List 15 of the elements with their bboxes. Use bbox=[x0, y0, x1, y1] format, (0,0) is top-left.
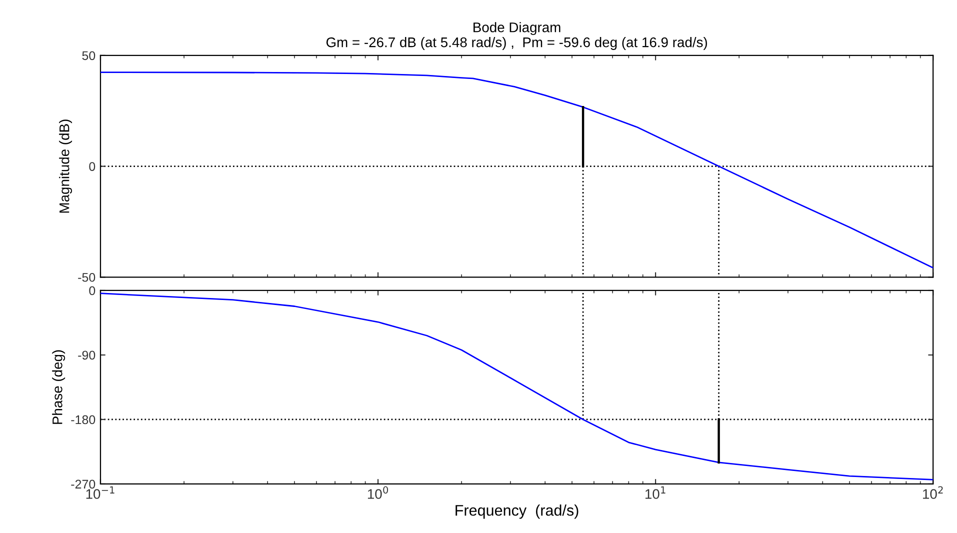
y-tick-label: -180 bbox=[71, 415, 96, 424]
x-axis-title: Frequency (rad/s) bbox=[456, 504, 578, 519]
x-tick-label: 10$^{1}$ bbox=[645, 486, 666, 499]
y-axis-title: Phase (deg) bbox=[52, 350, 66, 424]
y-axis-title: Magnitude (dB) bbox=[59, 120, 72, 213]
y-tick-label: 0 bbox=[89, 162, 96, 171]
y-tick-label: -270 bbox=[71, 480, 96, 489]
y-tick-label: 50 bbox=[82, 51, 96, 60]
x-tick-label: 10$^{0}$ bbox=[368, 486, 388, 499]
x-tick-label: 10$^{2}$ bbox=[923, 486, 943, 499]
y-tick-label: -50 bbox=[78, 272, 96, 282]
chart-subtitle: Gm = -26.7 dB (at 5.48 rad/s) , Pm = -59.6 deg (at 16.9 rad/s) bbox=[326, 37, 707, 50]
y-tick-label: 0 bbox=[89, 286, 96, 296]
y-tick-label: -90 bbox=[78, 350, 96, 360]
chart-title: Bode Diagram bbox=[474, 22, 560, 36]
